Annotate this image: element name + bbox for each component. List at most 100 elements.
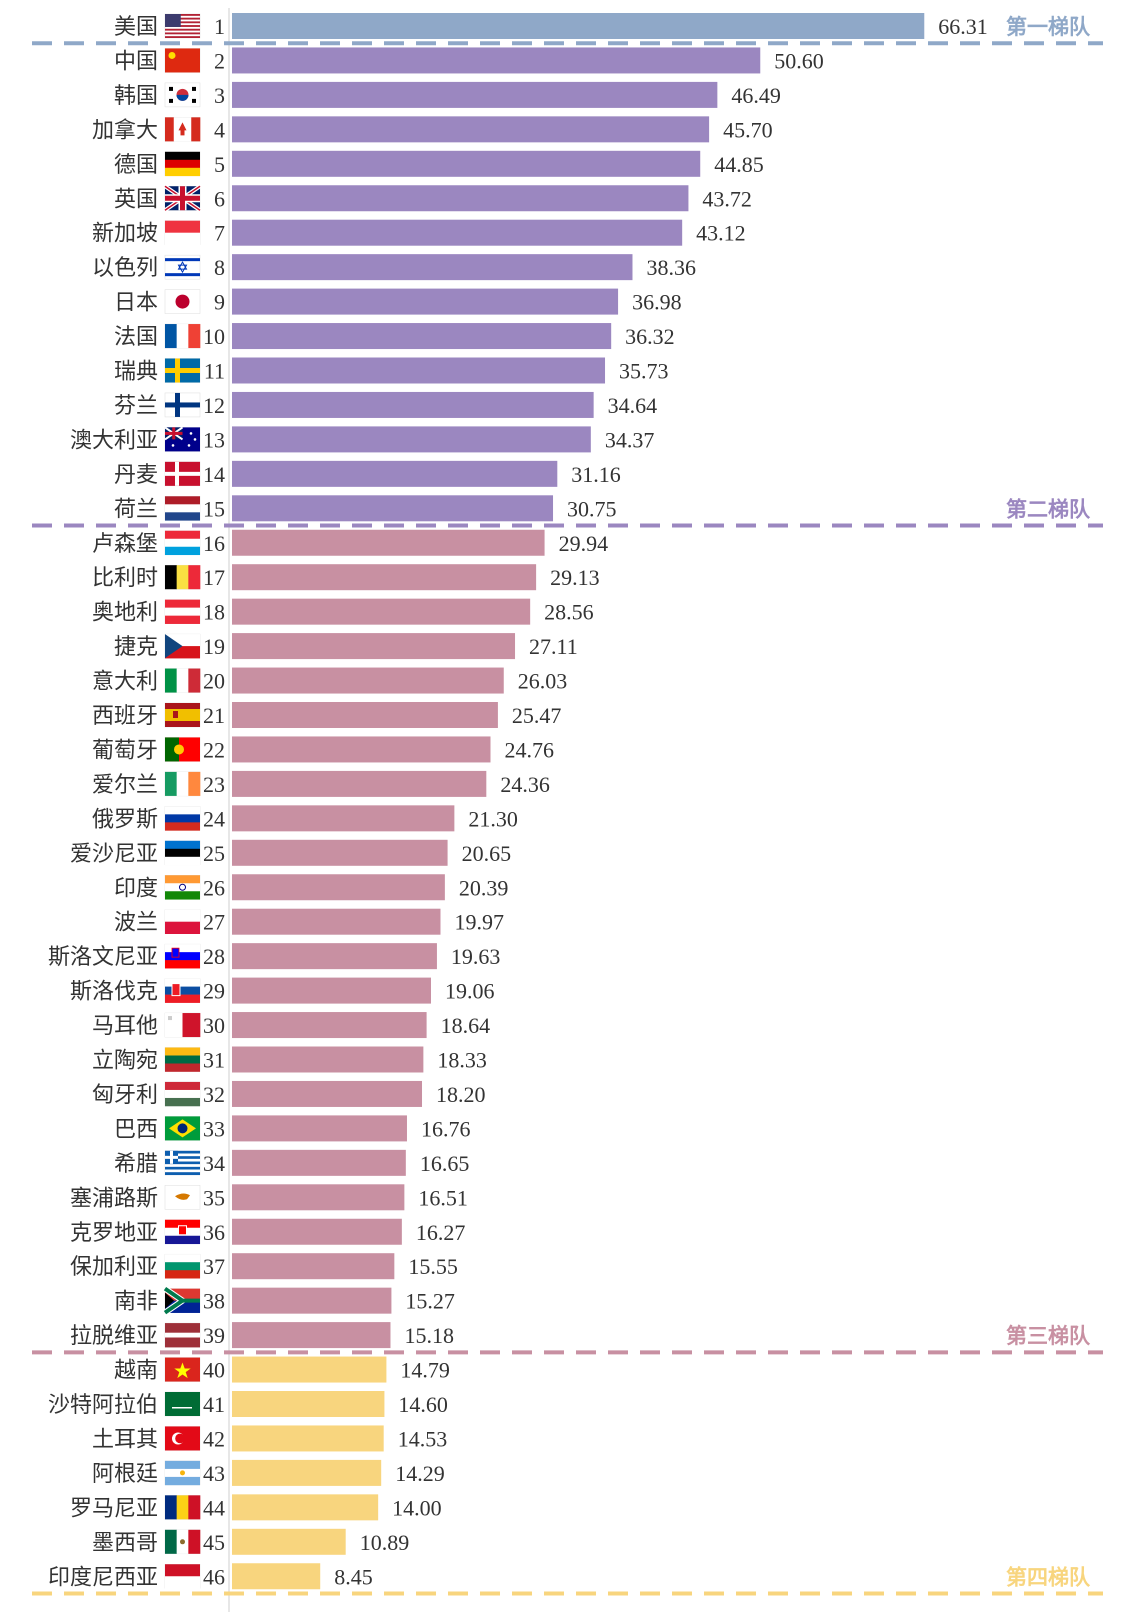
bar: [232, 1425, 384, 1452]
value-label: 46.49: [731, 83, 781, 108]
rank-label: 38: [203, 1289, 225, 1314]
flag-icon-ca: [164, 117, 201, 142]
bar: [232, 1459, 382, 1486]
country-name-label: 芬兰: [114, 394, 158, 419]
country-name-label: 丹麦: [114, 463, 158, 488]
tier-label: 第四梯队: [1006, 1565, 1091, 1589]
country-name-label: 印度: [114, 876, 158, 901]
country-name-label: 希腊: [114, 1152, 158, 1177]
rank-label: 19: [203, 634, 225, 659]
flag-icon-br: [164, 1116, 201, 1141]
bar-layer: [228, 8, 925, 1612]
rank-label: 17: [203, 565, 225, 590]
flag-icon-id: [164, 1564, 201, 1589]
rank-label: 23: [203, 772, 225, 797]
country-name-label: 马耳他: [92, 1014, 158, 1039]
country-name-label: 塞浦路斯: [70, 1186, 158, 1211]
rank-label: 9: [214, 290, 225, 315]
flag-icon-mx: [164, 1529, 201, 1555]
bar: [232, 1391, 385, 1417]
country-name-label: 葡萄牙: [92, 738, 158, 763]
bar: [232, 736, 491, 763]
bar: [232, 1184, 405, 1211]
rank-label: 22: [203, 737, 225, 762]
value-label: 16.51: [418, 1185, 468, 1210]
rank-label: 36: [203, 1220, 225, 1245]
flag-icon-es: [164, 702, 201, 728]
rank-label: 35: [203, 1185, 225, 1210]
flag-icon-ru: [164, 806, 201, 831]
value-label: 14.29: [395, 1461, 445, 1486]
flag-icon-mt: [164, 1012, 201, 1038]
bar: [232, 1322, 391, 1349]
value-label: 30.75: [567, 496, 617, 521]
rank-label: 39: [203, 1323, 225, 1348]
country-name-label: 土耳其: [92, 1427, 158, 1452]
bar: [232, 702, 498, 728]
flag-icon-kr: [164, 82, 201, 108]
rank-label: 1: [214, 14, 225, 39]
country-name-label: 俄罗斯: [92, 807, 158, 832]
rank-label: 43: [203, 1461, 225, 1486]
country-name-label: 斯洛文尼亚: [48, 945, 158, 970]
country-name-label: 意大利: [92, 670, 158, 695]
bar: [232, 357, 606, 384]
value-label: 19.63: [451, 944, 501, 969]
value-label: 29.13: [550, 565, 600, 590]
flag-icon-pl: [164, 909, 201, 934]
value-label: 36.32: [625, 324, 675, 349]
bar: [232, 598, 531, 625]
rank-label: 34: [203, 1151, 225, 1176]
flag-icon-it: [164, 668, 201, 693]
country-name-label: 捷克: [114, 635, 158, 660]
country-name-label: 爱沙尼亚: [70, 842, 158, 867]
bar: [232, 1115, 407, 1142]
value-label: 21.30: [468, 806, 518, 831]
rank-label: 45: [203, 1530, 225, 1555]
country-name-label: 克罗地亚: [70, 1221, 158, 1246]
flag-icon-us: [164, 13, 201, 39]
flag-icon-nl: [164, 496, 201, 521]
rank-label: 4: [214, 117, 225, 142]
flag-icon-za: [163, 1286, 201, 1316]
country-name-label: 英国: [114, 187, 158, 212]
bar: [232, 185, 689, 212]
flag-icon-lt: [164, 1047, 201, 1072]
rank-label: 14: [203, 462, 225, 487]
value-label: 14.60: [398, 1392, 448, 1417]
value-label: 24.76: [504, 737, 554, 762]
value-label: 18.33: [437, 1048, 487, 1073]
country-name-label: 巴西: [114, 1117, 158, 1142]
rank-label: 2: [214, 48, 225, 73]
country-name-label: 法国: [114, 325, 158, 350]
flag-icon-fi: [164, 392, 201, 418]
country-name-label: 越南: [114, 1359, 158, 1384]
bar: [232, 1528, 346, 1555]
rank-label: 26: [203, 875, 225, 900]
value-label: 10.89: [360, 1530, 410, 1555]
rank-label: 16: [203, 531, 225, 556]
country-name-label: 瑞典: [114, 360, 158, 385]
value-label: 14.00: [392, 1495, 442, 1520]
bar: [232, 391, 594, 418]
value-label: 16.76: [421, 1116, 471, 1141]
value-label: 15.55: [408, 1254, 458, 1279]
bar: [232, 460, 558, 487]
value-label: 19.06: [445, 979, 495, 1004]
flag-icon-lv: [164, 1322, 201, 1348]
bar: [232, 1012, 427, 1039]
label-layer: 美国 1 66.31 中国 2 50.60 韩国 3 46.49 加拿大 4 45.70 德国 5 44.8…: [48, 14, 988, 1590]
value-label: 15.18: [404, 1323, 454, 1348]
bar: [232, 667, 504, 694]
country-name-label: 比利时: [92, 566, 158, 591]
rank-label: 7: [214, 221, 225, 246]
flag-icon-gb: [163, 184, 202, 212]
value-label: 45.70: [723, 117, 773, 142]
bar: [232, 150, 701, 177]
flag-icon-sk: [164, 978, 201, 1003]
country-name-label: 波兰: [114, 911, 158, 936]
rank-label: 41: [203, 1392, 225, 1417]
flag-icon-hu: [164, 1081, 201, 1107]
bar: [232, 564, 537, 591]
